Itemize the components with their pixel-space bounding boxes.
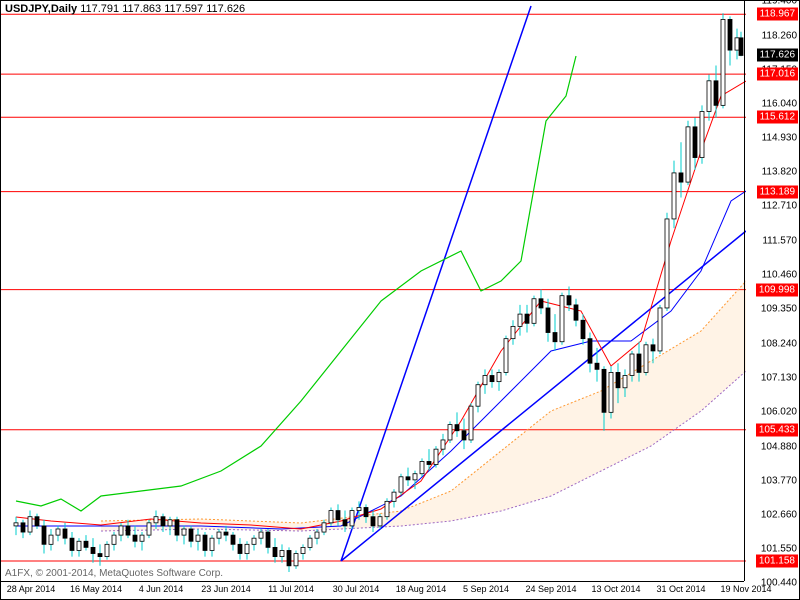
y-tick: 106.020 [761, 406, 797, 417]
y-tick: 111.570 [762, 236, 797, 247]
ohlc-label: 117.791 117.863 117.597 117.626 [80, 3, 245, 15]
price-level-label: 101.158 [756, 554, 798, 567]
x-tick: 5 Sep 2014 [463, 584, 509, 594]
y-tick: 112.710 [762, 201, 797, 212]
y-tick: 107.130 [761, 372, 797, 383]
plot-area[interactable] [1, 1, 744, 581]
x-tick: 24 Sep 2014 [525, 584, 576, 594]
y-tick: 116.040 [762, 99, 797, 110]
price-level-label: 118.967 [757, 8, 798, 21]
price-level-label: 105.433 [756, 423, 798, 436]
price-level-label: 113.189 [757, 185, 798, 198]
chart-canvas [1, 1, 746, 583]
y-tick: 104.880 [761, 441, 797, 452]
y-tick: 119.400 [762, 0, 797, 7]
x-tick: 13 Oct 2014 [591, 584, 640, 594]
x-axis: 28 Apr 2014 16 May 2014 4 Jun 2014 23 Jun 2… [1, 581, 744, 599]
copyright-label: A1FX, © 2001-2014, MetaQuotes Software C… [5, 568, 223, 579]
price-level-label: 115.612 [757, 111, 798, 124]
x-tick: 4 Jun 2014 [139, 584, 184, 594]
y-axis: 119.400118.260117.150116.040114.930113.8… [744, 1, 799, 581]
y-tick: 110.460 [762, 270, 797, 281]
y-tick: 109.350 [761, 304, 797, 315]
x-tick: 19 Nov 2014 [720, 584, 771, 594]
x-tick: 11 Jul 2014 [268, 584, 314, 594]
x-tick: 18 Aug 2014 [396, 584, 447, 594]
y-tick: 108.240 [761, 338, 797, 349]
x-tick: 16 May 2014 [70, 584, 122, 594]
price-level-label: 117.016 [757, 68, 798, 81]
chart-title: USDJPY,Daily 117.791 117.863 117.597 117… [5, 3, 245, 15]
chart-container: USDJPY,Daily 117.791 117.863 117.597 117… [0, 0, 800, 600]
y-tick: 103.770 [761, 475, 797, 486]
y-tick: 113.820 [762, 167, 797, 178]
y-tick: 118.260 [762, 30, 797, 41]
x-tick: 30 Jul 2014 [333, 584, 380, 594]
price-level-label: 109.998 [756, 283, 798, 296]
y-tick: 114.930 [762, 133, 797, 144]
current-price-label: 117.626 [757, 49, 798, 62]
symbol-label: USDJPY,Daily [5, 3, 77, 15]
x-tick: 31 Oct 2014 [656, 584, 705, 594]
y-tick: 101.550 [761, 543, 797, 554]
x-tick: 23 Jun 2014 [201, 584, 251, 594]
x-tick: 28 Apr 2014 [7, 584, 56, 594]
y-tick: 102.660 [761, 509, 797, 520]
